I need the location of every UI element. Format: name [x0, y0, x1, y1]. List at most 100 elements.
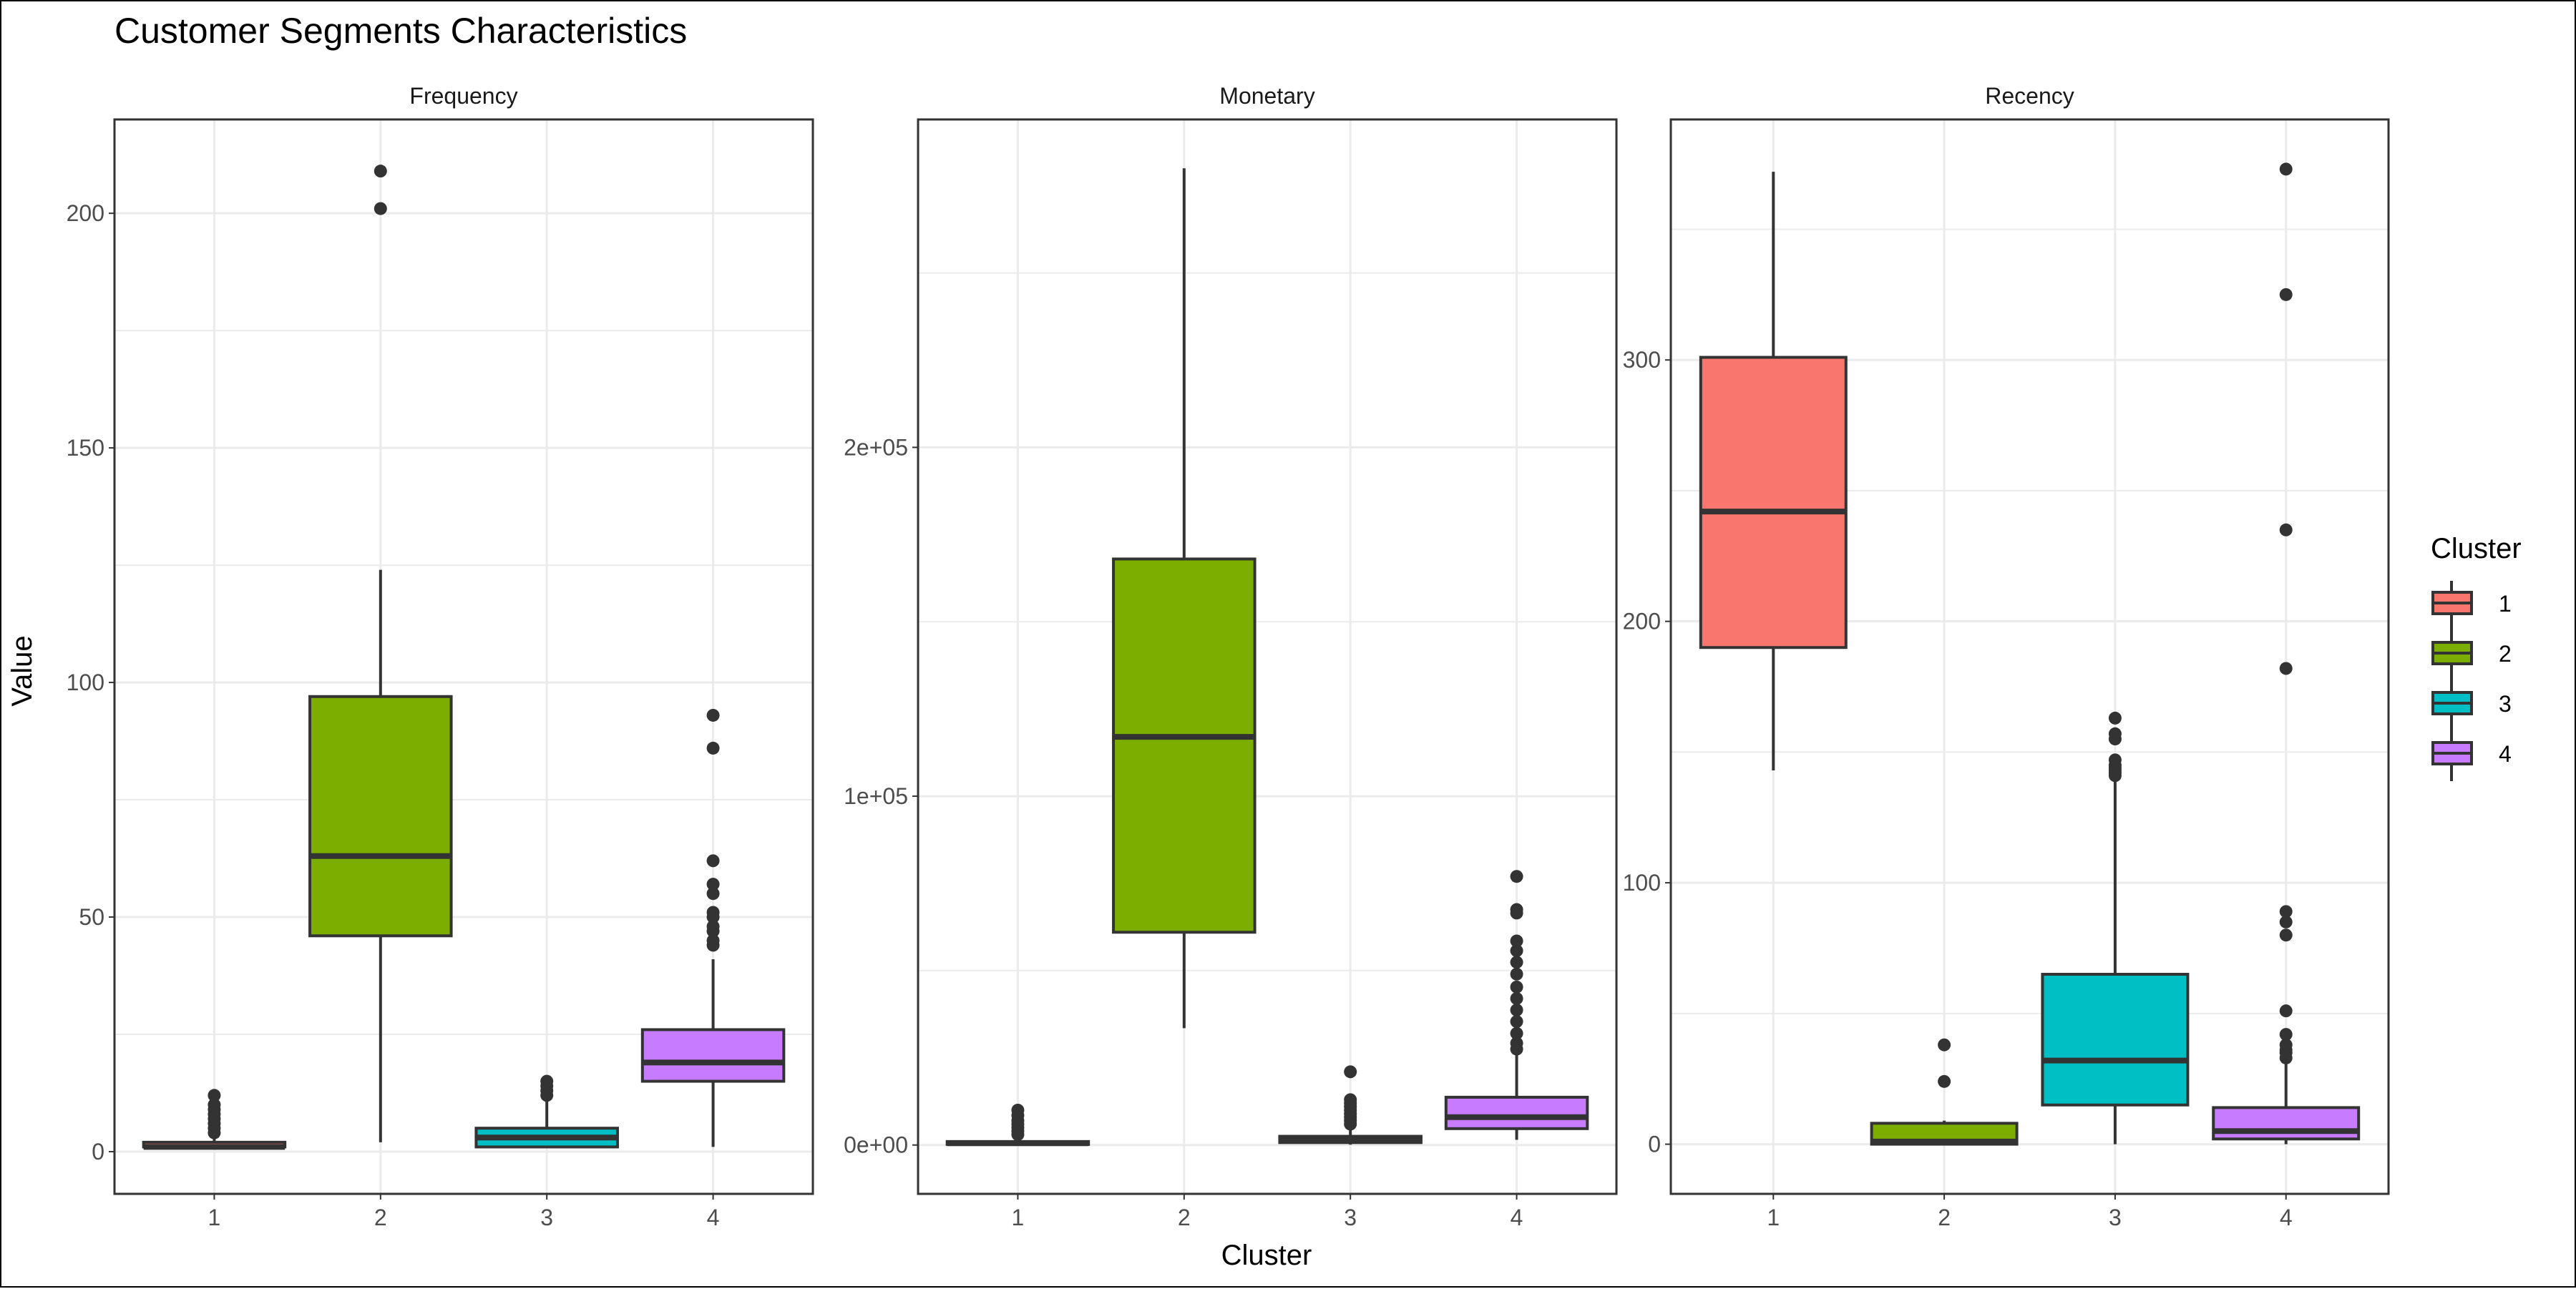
outlier-point	[2108, 727, 2122, 740]
x-tick-label: 3	[540, 1205, 553, 1230]
outlier-point	[1510, 934, 1523, 948]
legend-title: Cluster	[2431, 533, 2522, 564]
outlier-point	[2279, 162, 2293, 176]
outlier-point	[1938, 1074, 1951, 1088]
outlier-point	[1510, 956, 1523, 969]
box-iqr	[640, 1028, 786, 1083]
outlier-point	[1011, 1103, 1025, 1117]
box-cluster-2	[308, 165, 453, 1142]
x-tick-label: 4	[2280, 1205, 2293, 1230]
y-tick-label: 150	[67, 435, 104, 461]
y-tick-label: 50	[79, 904, 104, 930]
outlier-point	[1510, 1015, 1523, 1029]
outlier-point	[706, 920, 720, 933]
panel-border	[917, 118, 1618, 1195]
y-tick-label: 0	[92, 1139, 104, 1165]
legend-label: 3	[2499, 691, 2512, 717]
outlier-point	[374, 202, 387, 215]
box-cluster-2	[1112, 168, 1257, 1029]
legend-item-3: 3	[2431, 681, 2512, 731]
box-iqr	[1112, 557, 1257, 934]
chart-title: Customer Segments Characteristics	[114, 11, 687, 51]
box-cluster-3	[474, 1074, 619, 1149]
y-tick-label: 100	[1623, 870, 1661, 896]
facet-recency: Recency 0 100 200 300 1 2 3 4	[1623, 83, 2390, 1230]
outlier-point	[2279, 928, 2293, 942]
box-cluster-3	[2041, 711, 2190, 1145]
outlier-point	[374, 165, 387, 178]
legend: Cluster 1 2 3 4	[2431, 533, 2522, 781]
box-cluster-4	[640, 708, 786, 1147]
legend-label: 4	[2499, 741, 2512, 767]
outlier-point	[1344, 1093, 1357, 1107]
y-tick-label: 1e+05	[844, 783, 908, 809]
y-tick-label: 100	[67, 670, 104, 695]
legend-label: 2	[2499, 641, 2512, 667]
x-tick-label: 4	[1511, 1205, 1523, 1230]
x-tick-label: 2	[374, 1205, 387, 1230]
box-cluster-1	[945, 1103, 1091, 1147]
outlier-point	[1510, 980, 1523, 994]
outlier-point	[2279, 905, 2293, 918]
facet-frequency: Frequency 0 50 100 150 200 1 2 3 4	[67, 83, 814, 1230]
box-iqr	[2041, 973, 2190, 1107]
y-tick-label: 200	[1623, 609, 1661, 634]
outlier-point	[1344, 1065, 1357, 1079]
facet-strip-label: Monetary	[1219, 83, 1314, 109]
x-tick-label: 2	[1178, 1205, 1191, 1230]
outlier-point	[1510, 1004, 1523, 1017]
outlier-point	[208, 1089, 221, 1102]
y-tick-label: 200	[67, 200, 104, 226]
outlier-point	[2279, 288, 2293, 301]
outlier-point	[2279, 1004, 2293, 1018]
x-tick-label: 4	[707, 1205, 720, 1230]
box-cluster-4	[1444, 870, 1589, 1140]
outlier-point	[2279, 915, 2293, 928]
legend-item-1: 1	[2431, 581, 2512, 631]
y-tick-label: 2e+05	[844, 434, 908, 460]
box-cluster-3	[1278, 1065, 1423, 1145]
facet-strip-label: Recency	[1985, 83, 2074, 109]
outlier-point	[2108, 753, 2122, 767]
outlier-point	[1510, 1036, 1523, 1050]
outlier-point	[706, 933, 720, 947]
facet-panels: Frequency 0 50 100 150 200 1 2 3 4 Monetary 0e+00 1e…	[67, 83, 2390, 1230]
x-tick-label: 1	[208, 1205, 221, 1230]
y-tick-label: 0e+00	[844, 1132, 908, 1158]
y-tick-label: 300	[1623, 347, 1661, 373]
outlier-point	[208, 1098, 221, 1112]
box-cluster-1	[142, 1089, 287, 1150]
outlier-point	[1510, 870, 1523, 883]
outlier-point	[2108, 711, 2122, 725]
panel-border	[1669, 118, 2390, 1195]
outlier-point	[2279, 523, 2293, 536]
box-iqr	[2212, 1106, 2361, 1141]
outlier-point	[706, 906, 720, 919]
y-tick-label: 0	[1648, 1132, 1661, 1157]
outlier-point	[706, 708, 720, 722]
outlier-point	[1510, 991, 1523, 1005]
box-iqr	[1699, 356, 1848, 650]
outlier-point	[1510, 967, 1523, 981]
x-axis-title: Cluster	[1221, 1240, 1312, 1271]
box-iqr	[1444, 1095, 1589, 1130]
outlier-point	[540, 1074, 554, 1088]
legend-label: 1	[2499, 591, 2512, 617]
outlier-point	[2279, 662, 2293, 675]
outlier-point	[1510, 944, 1523, 958]
outlier-point	[2279, 1028, 2293, 1042]
outlier-point	[706, 854, 720, 868]
outlier-point	[1938, 1038, 1951, 1052]
box-cluster-4	[2212, 162, 2361, 1145]
x-tick-label: 1	[1767, 1205, 1780, 1230]
outlier-point	[706, 887, 720, 901]
outlier-point	[706, 878, 720, 891]
facet-monetary: Monetary 0e+00 1e+05 2e+05 1 2 3 4	[844, 83, 1618, 1230]
outlier-point	[706, 741, 720, 755]
x-tick-label: 3	[1344, 1205, 1357, 1230]
x-tick-label: 3	[2109, 1205, 2122, 1230]
y-axis-title: Value	[6, 635, 38, 706]
outlier-point	[1510, 1026, 1523, 1040]
